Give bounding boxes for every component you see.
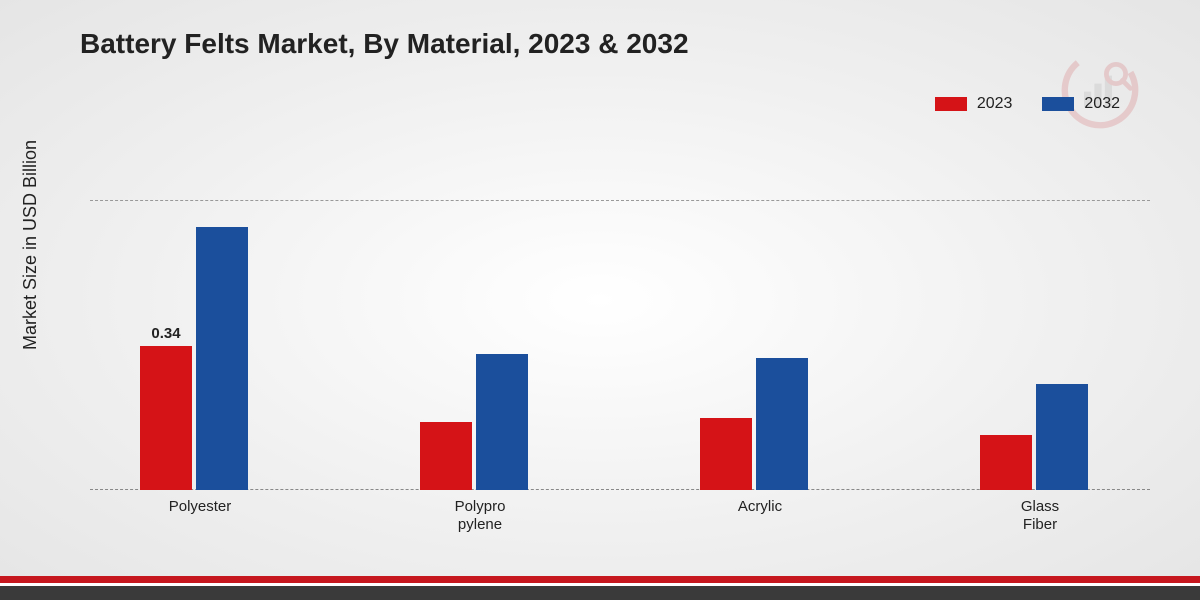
category-label-acrylic: Acrylic	[670, 498, 850, 516]
footer-accent-red	[0, 576, 1200, 583]
legend-label-2032: 2032	[1084, 95, 1120, 113]
bar-2032-glass-fiber	[1036, 384, 1088, 490]
bar-2023-polypropylene	[420, 422, 472, 490]
category-label-glass-fiber: Glass Fiber	[950, 498, 1130, 534]
bar-group-acrylic: Acrylic	[670, 150, 850, 490]
legend-item-2032: 2032	[1042, 95, 1120, 113]
legend: 2023 2032	[935, 95, 1120, 113]
bar-group-glass-fiber: Glass Fiber	[950, 150, 1130, 490]
value-label-polyester-2023: 0.34	[136, 325, 196, 342]
watermark-logo	[1060, 50, 1140, 130]
bar-2032-acrylic	[756, 358, 808, 490]
legend-label-2023: 2023	[977, 95, 1013, 113]
plot-area: 0.34 Polyester Polypro pylene Acrylic Gl…	[90, 150, 1150, 490]
bar-2023-polyester	[140, 346, 192, 491]
bar-2032-polyester	[196, 227, 248, 491]
bar-2032-polypropylene	[476, 354, 528, 490]
category-label-polypropylene: Polypro pylene	[390, 498, 570, 534]
legend-swatch-2032	[1042, 97, 1074, 111]
bar-2023-glass-fiber	[980, 435, 1032, 490]
category-label-polyester: Polyester	[110, 498, 290, 516]
bar-group-polypropylene: Polypro pylene	[390, 150, 570, 490]
y-axis-label: Market Size in USD Billion	[20, 140, 41, 350]
legend-item-2023: 2023	[935, 95, 1013, 113]
footer-accent-dark	[0, 586, 1200, 600]
bar-group-polyester: 0.34 Polyester	[110, 150, 290, 490]
bar-2023-acrylic	[700, 418, 752, 490]
legend-swatch-2023	[935, 97, 967, 111]
chart-page: Battery Felts Market, By Material, 2023 …	[0, 0, 1200, 600]
page-title: Battery Felts Market, By Material, 2023 …	[80, 28, 689, 60]
